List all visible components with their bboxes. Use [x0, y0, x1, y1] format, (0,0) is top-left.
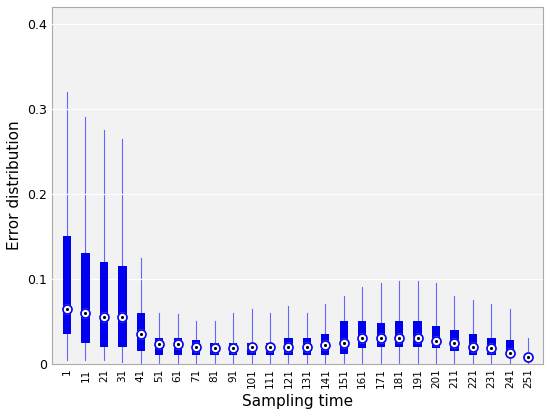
- Bar: [302, 338, 311, 355]
- Bar: [211, 342, 219, 355]
- Bar: [100, 262, 108, 347]
- Bar: [81, 253, 90, 342]
- Bar: [284, 338, 293, 355]
- Y-axis label: Error distribution: Error distribution: [7, 121, 22, 250]
- Bar: [505, 340, 514, 357]
- Bar: [414, 321, 422, 347]
- Bar: [377, 323, 385, 347]
- Bar: [321, 334, 329, 355]
- Bar: [248, 342, 256, 355]
- Bar: [395, 321, 403, 347]
- Bar: [63, 236, 71, 334]
- Bar: [339, 321, 348, 354]
- Bar: [266, 342, 274, 355]
- Bar: [432, 326, 440, 349]
- Bar: [524, 354, 532, 359]
- Bar: [174, 338, 182, 355]
- Bar: [192, 340, 200, 355]
- Bar: [229, 342, 237, 355]
- Bar: [487, 338, 496, 355]
- X-axis label: Sampling time: Sampling time: [242, 394, 353, 409]
- Bar: [136, 313, 145, 351]
- Bar: [450, 330, 459, 351]
- Bar: [358, 321, 366, 349]
- Bar: [155, 338, 163, 355]
- Bar: [118, 266, 126, 347]
- Bar: [469, 334, 477, 355]
